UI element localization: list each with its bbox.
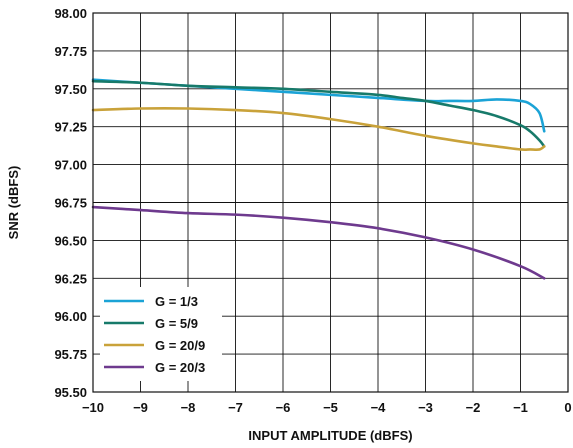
y-tick-label: 96.50 xyxy=(54,233,87,248)
y-tick-label: 95.50 xyxy=(54,385,87,400)
y-tick-label: 97.50 xyxy=(54,82,87,97)
x-tick-label: −3 xyxy=(418,400,433,415)
x-tick-label: −8 xyxy=(181,400,196,415)
y-tick-label: 96.00 xyxy=(54,309,87,324)
y-tick-label: 97.75 xyxy=(54,44,87,59)
series-line-1 xyxy=(91,78,546,133)
tick-labels: −10 −9 −8 −7 −6 −5 −4 −3 −2 −1 095.5095.7596.0096.… xyxy=(54,6,571,415)
x-tick-label: −7 xyxy=(228,400,243,415)
legend-label-1: G = 1/3 xyxy=(155,294,198,309)
y-tick-label: 98.00 xyxy=(54,6,87,21)
x-tick-label: −2 xyxy=(466,400,481,415)
x-tick-label: −5 xyxy=(323,400,338,415)
legend-label-4: G = 20/3 xyxy=(155,360,205,375)
legend-background xyxy=(100,287,222,381)
legend: G = 1/3 G = 5/9 G = 20/9 G = 20/3 xyxy=(100,287,222,381)
y-tick-label: 96.75 xyxy=(54,196,87,211)
x-tick-label: −10 xyxy=(82,400,104,415)
x-tick-label: −4 xyxy=(371,400,387,415)
series-lines xyxy=(91,78,546,280)
y-tick-label: 97.25 xyxy=(54,120,87,135)
y-tick-label: 96.25 xyxy=(54,271,87,286)
x-tick-label: −6 xyxy=(276,400,291,415)
series-line-3 xyxy=(91,107,546,151)
series-line-4 xyxy=(91,205,546,280)
x-tick-label: −9 xyxy=(133,400,148,415)
legend-label-3: G = 20/9 xyxy=(155,338,205,353)
y-tick-label: 95.75 xyxy=(54,347,87,362)
series-line-2 xyxy=(91,79,546,148)
y-axis-title: SNR (dBFS) xyxy=(6,166,21,240)
x-axis-title: INPUT AMPLITUDE (dBFS) xyxy=(248,428,412,443)
x-tick-label: −1 xyxy=(513,400,528,415)
plot-frame xyxy=(92,12,569,393)
legend-label-2: G = 5/9 xyxy=(155,316,198,331)
y-tick-label: 97.00 xyxy=(54,158,87,173)
x-tick-label: 0 xyxy=(564,400,571,415)
